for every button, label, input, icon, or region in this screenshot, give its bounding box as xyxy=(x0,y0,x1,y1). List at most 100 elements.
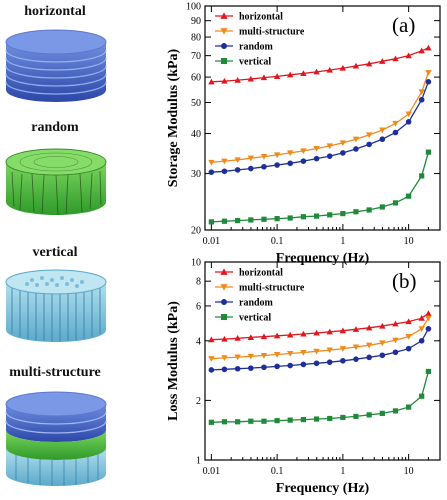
data-point xyxy=(313,348,320,355)
data-point xyxy=(405,334,412,340)
data-point xyxy=(247,75,255,82)
data-point xyxy=(418,326,425,332)
series-horizontal xyxy=(208,310,432,343)
data-point xyxy=(425,368,432,375)
data-point xyxy=(340,150,346,156)
y-tick-label: 70 xyxy=(191,51,201,62)
data-point xyxy=(352,136,360,143)
data-point xyxy=(366,412,372,418)
legend-marker xyxy=(221,43,227,49)
y-tick-label: 100 xyxy=(186,2,201,13)
data-point xyxy=(392,408,399,414)
data-point xyxy=(392,320,399,327)
legend-item-horizontal: horizontal xyxy=(215,12,283,23)
data-point xyxy=(248,418,254,424)
data-point xyxy=(273,351,281,358)
legend-item-multi-structure: multi-structure xyxy=(215,283,305,294)
data-point xyxy=(247,353,255,360)
label-random: random xyxy=(31,120,79,135)
y-tick-label: 6 xyxy=(196,301,201,312)
data-point xyxy=(234,354,241,361)
data-point xyxy=(261,163,267,170)
legend-label: vertical xyxy=(239,313,271,324)
data-point xyxy=(379,410,385,416)
data-point xyxy=(365,60,373,67)
data-point xyxy=(234,76,241,83)
series-horizontal xyxy=(208,44,432,85)
y-axis-label: Loss Modulus (kPa) xyxy=(166,301,181,421)
data-point xyxy=(208,169,215,175)
data-point xyxy=(287,160,293,167)
data-point xyxy=(300,361,307,368)
data-point xyxy=(418,89,425,95)
data-point xyxy=(326,359,333,365)
series-line xyxy=(211,328,429,371)
data-point xyxy=(247,155,255,162)
data-point xyxy=(274,216,280,222)
legend-label: horizontal xyxy=(239,12,283,23)
data-point xyxy=(392,55,399,62)
data-point xyxy=(300,349,307,356)
x-axis-label: Frequency (Hz) xyxy=(276,481,370,496)
x-axis-label: Frequency (Hz) xyxy=(276,251,370,266)
data-point xyxy=(365,324,373,331)
data-point xyxy=(273,152,281,159)
series-line xyxy=(211,317,429,360)
data-point xyxy=(340,357,346,364)
data-point xyxy=(327,415,333,422)
legend-label: multi-structure xyxy=(239,283,305,294)
data-point xyxy=(300,148,307,155)
y-tick-label: 4 xyxy=(196,336,201,347)
data-point xyxy=(313,329,320,336)
legend-item-vertical: vertical xyxy=(215,57,271,68)
data-point xyxy=(419,393,425,399)
data-point xyxy=(392,200,399,206)
data-point xyxy=(392,349,399,356)
data-point xyxy=(235,419,241,425)
legend-item-horizontal: horizontal xyxy=(215,268,283,279)
data-point xyxy=(353,413,359,420)
data-point xyxy=(352,62,360,69)
series-random xyxy=(208,79,432,175)
data-point xyxy=(339,140,347,147)
y-tick-label: 80 xyxy=(191,33,201,44)
legend-marker xyxy=(221,299,227,305)
data-point xyxy=(379,340,386,347)
legend-label: random xyxy=(239,42,274,53)
data-point xyxy=(234,157,241,164)
legend-marker xyxy=(220,284,228,291)
data-point xyxy=(208,367,215,373)
data-point xyxy=(261,364,267,371)
series-line xyxy=(211,312,429,341)
data-point xyxy=(313,360,320,367)
data-point xyxy=(327,212,333,218)
data-point xyxy=(326,66,333,73)
data-point xyxy=(235,217,241,224)
data-point xyxy=(313,416,320,422)
label-vertical: vertical xyxy=(32,245,78,260)
data-point xyxy=(300,158,307,164)
y-tick-label: 8 xyxy=(196,277,201,288)
data-point xyxy=(418,315,425,321)
data-point xyxy=(326,347,333,354)
series-vertical xyxy=(208,368,432,425)
data-point xyxy=(425,79,432,85)
label-horizontal: horizontal xyxy=(24,4,86,19)
data-point xyxy=(260,333,268,340)
series-multi-structure xyxy=(208,69,432,166)
data-point xyxy=(273,73,281,79)
data-point xyxy=(405,318,412,325)
data-point xyxy=(392,129,399,136)
data-point xyxy=(273,332,281,339)
data-point xyxy=(208,356,215,362)
data-point xyxy=(247,334,255,340)
data-point xyxy=(392,120,399,127)
data-point xyxy=(286,331,294,338)
data-point xyxy=(365,342,373,349)
data-point xyxy=(379,322,386,329)
x-tick-label: 0.01 xyxy=(203,236,221,247)
chart-a: 0.01 0.1 1 10 20 30 40 50 60 70 80 90 100 Frequency (… xyxy=(166,2,441,266)
data-point xyxy=(260,153,268,160)
data-point xyxy=(286,71,294,78)
